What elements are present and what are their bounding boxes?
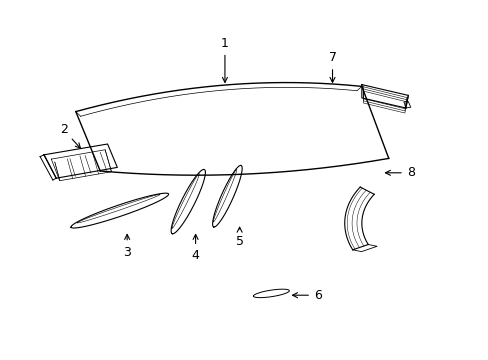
Polygon shape [361, 85, 407, 108]
Polygon shape [344, 187, 373, 250]
Polygon shape [44, 144, 117, 178]
Text: 8: 8 [385, 166, 414, 179]
Text: 4: 4 [191, 234, 199, 262]
Text: 7: 7 [328, 51, 336, 82]
Text: 3: 3 [123, 234, 131, 258]
Polygon shape [171, 170, 205, 234]
Text: 1: 1 [221, 37, 228, 82]
Polygon shape [71, 193, 168, 228]
Polygon shape [212, 165, 242, 227]
Text: 6: 6 [292, 289, 321, 302]
Polygon shape [253, 289, 289, 298]
Text: 2: 2 [60, 123, 80, 148]
Text: 5: 5 [235, 227, 243, 248]
